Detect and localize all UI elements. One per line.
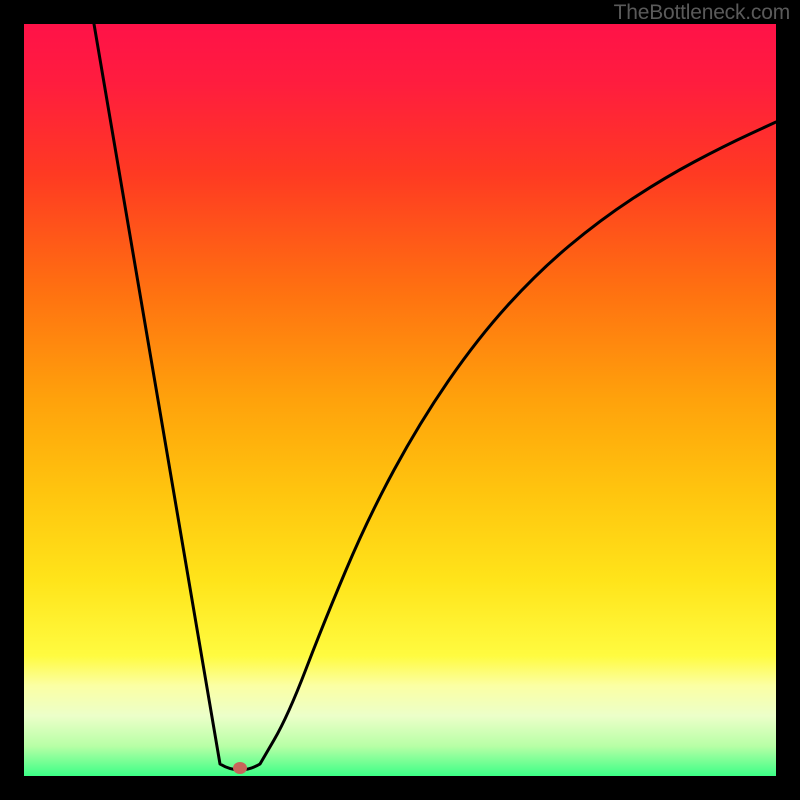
bottleneck-curve [94, 24, 776, 770]
watermark-text: TheBottleneck.com [614, 1, 790, 25]
curve-layer [24, 24, 776, 776]
chart-plot-area [24, 24, 776, 776]
minimum-marker [233, 762, 247, 774]
